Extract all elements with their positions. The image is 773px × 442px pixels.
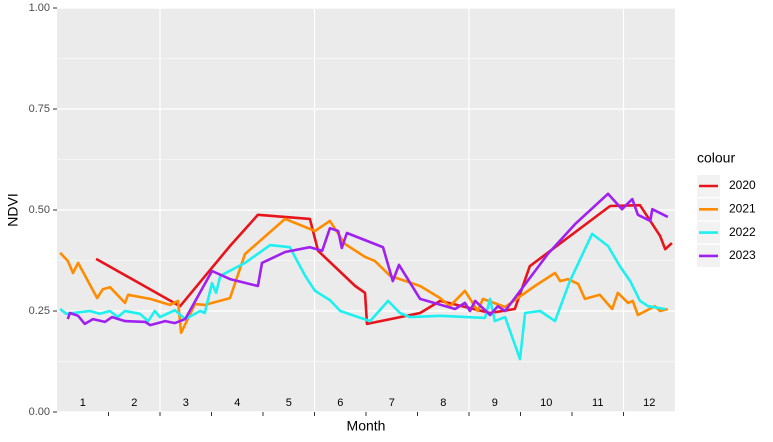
- x-tick-label: 9: [492, 397, 498, 409]
- legend-label: 2021: [729, 201, 756, 215]
- x-tick-label: 6: [337, 397, 343, 409]
- y-tick-label: 0.75: [29, 103, 50, 115]
- legend-label: 2020: [729, 178, 756, 192]
- y-axis-title: NDVI: [5, 193, 21, 226]
- y-tick-label: 0.00: [29, 406, 50, 418]
- y-tick-label: 0.25: [29, 305, 50, 317]
- legend-title: colour: [697, 150, 735, 166]
- legend-label: 2023: [729, 248, 756, 262]
- series-line: [95, 203, 673, 326]
- y-tick-label: 0.50: [29, 204, 50, 216]
- x-tick-label: 4: [234, 397, 240, 409]
- y-tick-label: 1.00: [29, 2, 50, 14]
- x-tick-label: 7: [389, 397, 395, 409]
- legend-label: 2022: [729, 225, 756, 239]
- x-tick-label: 12: [643, 397, 655, 409]
- series-line: [59, 232, 666, 361]
- x-tick-label: 1: [80, 397, 86, 409]
- x-tick-label: 10: [540, 397, 552, 409]
- x-axis-title: Month: [347, 418, 386, 434]
- x-tick-label: 8: [440, 397, 446, 409]
- series-line: [66, 192, 669, 327]
- series-line: [59, 217, 669, 335]
- x-tick-label: 2: [131, 397, 137, 409]
- x-tick-label: 11: [592, 397, 603, 409]
- x-tick-label: 3: [183, 397, 189, 409]
- x-tick-label: 5: [286, 397, 292, 409]
